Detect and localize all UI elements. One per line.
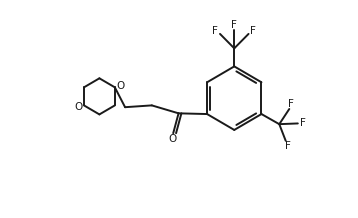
Text: F: F bbox=[212, 26, 218, 36]
Text: F: F bbox=[285, 141, 290, 151]
Text: F: F bbox=[300, 118, 306, 128]
Text: F: F bbox=[250, 26, 256, 36]
Text: O: O bbox=[74, 102, 82, 112]
Text: O: O bbox=[168, 134, 176, 144]
Text: F: F bbox=[231, 20, 237, 29]
Text: F: F bbox=[288, 99, 294, 109]
Text: O: O bbox=[116, 80, 125, 90]
